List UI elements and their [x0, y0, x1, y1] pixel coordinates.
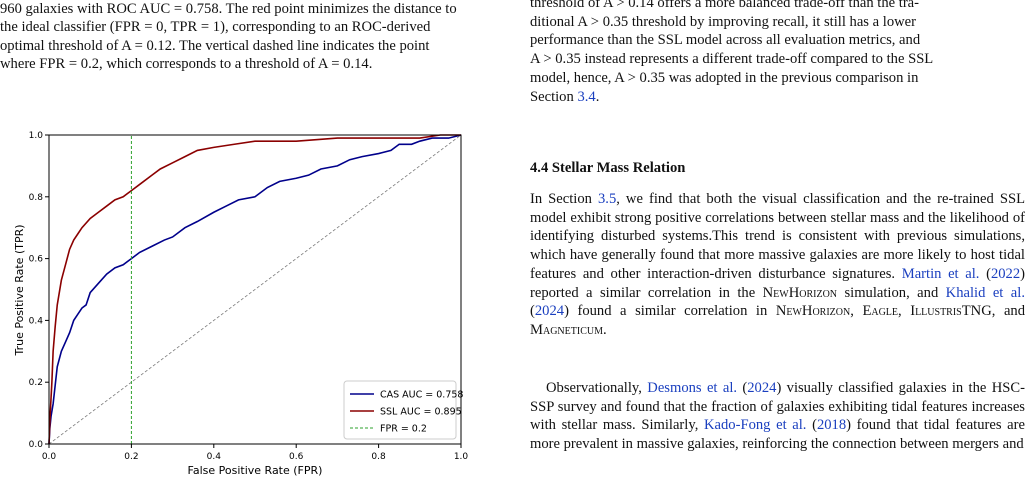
martin-link[interactable]: Martin et al. — [901, 265, 980, 282]
p1-text-2: , we find that both the visual classific… — [530, 191, 1025, 282]
section-heading: 4.4 Stellar Mass Relation — [530, 160, 686, 176]
chart-legend: CAS AUC = 0.758 SSL AUC = 0.895 FPR = 0.2 — [343, 380, 463, 440]
p1-text-8: , — [850, 303, 863, 320]
khalid-link[interactable]: Khalid et al. — [945, 284, 1025, 301]
paragraph-1: In Section 3.5, we find that both the vi… — [530, 190, 1025, 340]
khalid-year-link[interactable]: 2024 — [534, 303, 565, 320]
p1-text-10: , and — [991, 303, 1025, 320]
kado-fong-year-link[interactable]: 2018 — [816, 417, 847, 434]
paragraph-2-text: Observationally, Desmons et al. (2024) v… — [530, 379, 1025, 454]
lead-line-1: ditional A > 0.35 threshold by improving… — [530, 13, 916, 30]
x-axis-label: False Positive Rate (FPR) — [188, 464, 323, 477]
lead-line-4: model, hence, A > 0.35 was adopted in th… — [530, 69, 919, 86]
caption-line-2: the ideal classifier (FPR = 0, TPR = 1),… — [0, 19, 431, 36]
p1-sim-newhorizon-2: NewHorizon — [775, 303, 851, 320]
martin-year-link[interactable]: 2022 — [990, 265, 1021, 282]
figure-caption: 960 galaxies with ROC AUC = 0.758. The r… — [0, 0, 498, 74]
kado-fong-link[interactable]: Kado-Fong et al. — [703, 417, 807, 434]
legend-box — [343, 380, 457, 440]
y-tick-label: 0.8 — [29, 193, 44, 203]
p1-sim-magneticum: Magneticum — [530, 321, 603, 338]
p1-text-5: simulation, and — [837, 284, 946, 301]
y-tick-label: 0.0 — [29, 440, 44, 450]
legend-label-1: SSL AUC = 0.895 — [380, 407, 462, 418]
section-3-5-link[interactable]: 3.5 — [598, 191, 617, 207]
x-tick-label: 0.6 — [289, 452, 304, 462]
caption-line-1: 960 galaxies with ROC AUC = 0.758. The r… — [0, 1, 457, 17]
p1-sim-eagle: Eagle — [862, 303, 899, 320]
caption-line-4: where FPR = 0.2, which corresponds to a … — [0, 56, 373, 73]
p1-sim-newhorizon: NewHorizon — [762, 284, 838, 301]
p2-text-4: ( — [806, 417, 817, 434]
lead-paragraph: threshold of A > 0.14 offers a more bala… — [530, 0, 1025, 106]
paragraph-1-text: In Section 3.5, we find that both the vi… — [530, 190, 1025, 340]
lead-line-0: threshold of A > 0.14 offers a more bala… — [530, 0, 920, 11]
p1-text-3: ( — [979, 265, 991, 282]
roc-figure: 0.0 0.0 0.2 0.2 0.4 0.4 0.6 0.6 0.8 0.8 1.0 1.0 Fal… — [0, 120, 500, 492]
p1-sim-illustristng: IllustrisTNG — [910, 303, 992, 320]
paragraph-2: Observationally, Desmons et al. (2024) v… — [530, 379, 1025, 454]
caption-line-3: optimal threshold of A = 0.12. The verti… — [0, 37, 430, 54]
y-tick-label: 1.0 — [29, 131, 44, 141]
lead-line-3: A > 0.35 instead represents a different … — [530, 51, 934, 68]
x-tick-label: 0.4 — [207, 452, 222, 462]
x-tick-label: 0.2 — [124, 452, 138, 462]
p1-text-9: , — [898, 303, 911, 320]
p2-text-1: Observationally, — [546, 380, 648, 396]
y-axis-label: True Positive Rate (TPR) — [13, 224, 26, 356]
p1-text-11: . — [602, 321, 607, 338]
y-tick-label: 0.6 — [29, 255, 44, 265]
p2-text-3: ) visually classified galaxies in the HS… — [530, 380, 1025, 434]
desmons-year-link[interactable]: 2024 — [747, 380, 777, 396]
x-tick-label: 0.0 — [42, 452, 57, 462]
x-tick-label: 1.0 — [454, 452, 469, 462]
section-3-4-link[interactable]: 3.4 — [577, 88, 596, 105]
p1-text-7: ) found a similar correlation in — [564, 303, 776, 320]
series-line-1 — [48, 134, 461, 445]
lead-line-5-text: Section — [530, 88, 578, 105]
p1-text-6: ( — [530, 303, 535, 320]
y-tick-label: 0.2 — [29, 378, 43, 388]
desmons-link[interactable]: Desmons et al. — [647, 380, 738, 396]
y-tick-label: 0.4 — [29, 316, 44, 326]
p1-text-1: In Section — [530, 191, 598, 207]
legend-label-0: CAS AUC = 0.758 — [380, 390, 463, 401]
p2-text-5: ) found that tidal features are more pre… — [530, 417, 1025, 453]
chance-diagonal-line — [48, 134, 462, 445]
p1-text-4: ) reported a similar correlation in the — [530, 265, 1025, 301]
lead-line-5-end: . — [595, 88, 600, 105]
lead-line-2: performance than the SSL model across al… — [530, 32, 921, 49]
roc-chart: 0.0 0.0 0.2 0.2 0.4 0.4 0.6 0.6 0.8 0.8 1.0 1.0 Fal… — [13, 131, 469, 477]
legend-label-2: FPR = 0.2 — [380, 424, 427, 435]
lead-line-5: Section 3.4. — [530, 88, 1025, 107]
plot-frame — [48, 134, 462, 445]
x-tick-label: 0.8 — [371, 452, 386, 462]
series-line-0 — [48, 134, 462, 445]
p2-text-2: ( — [737, 380, 748, 396]
